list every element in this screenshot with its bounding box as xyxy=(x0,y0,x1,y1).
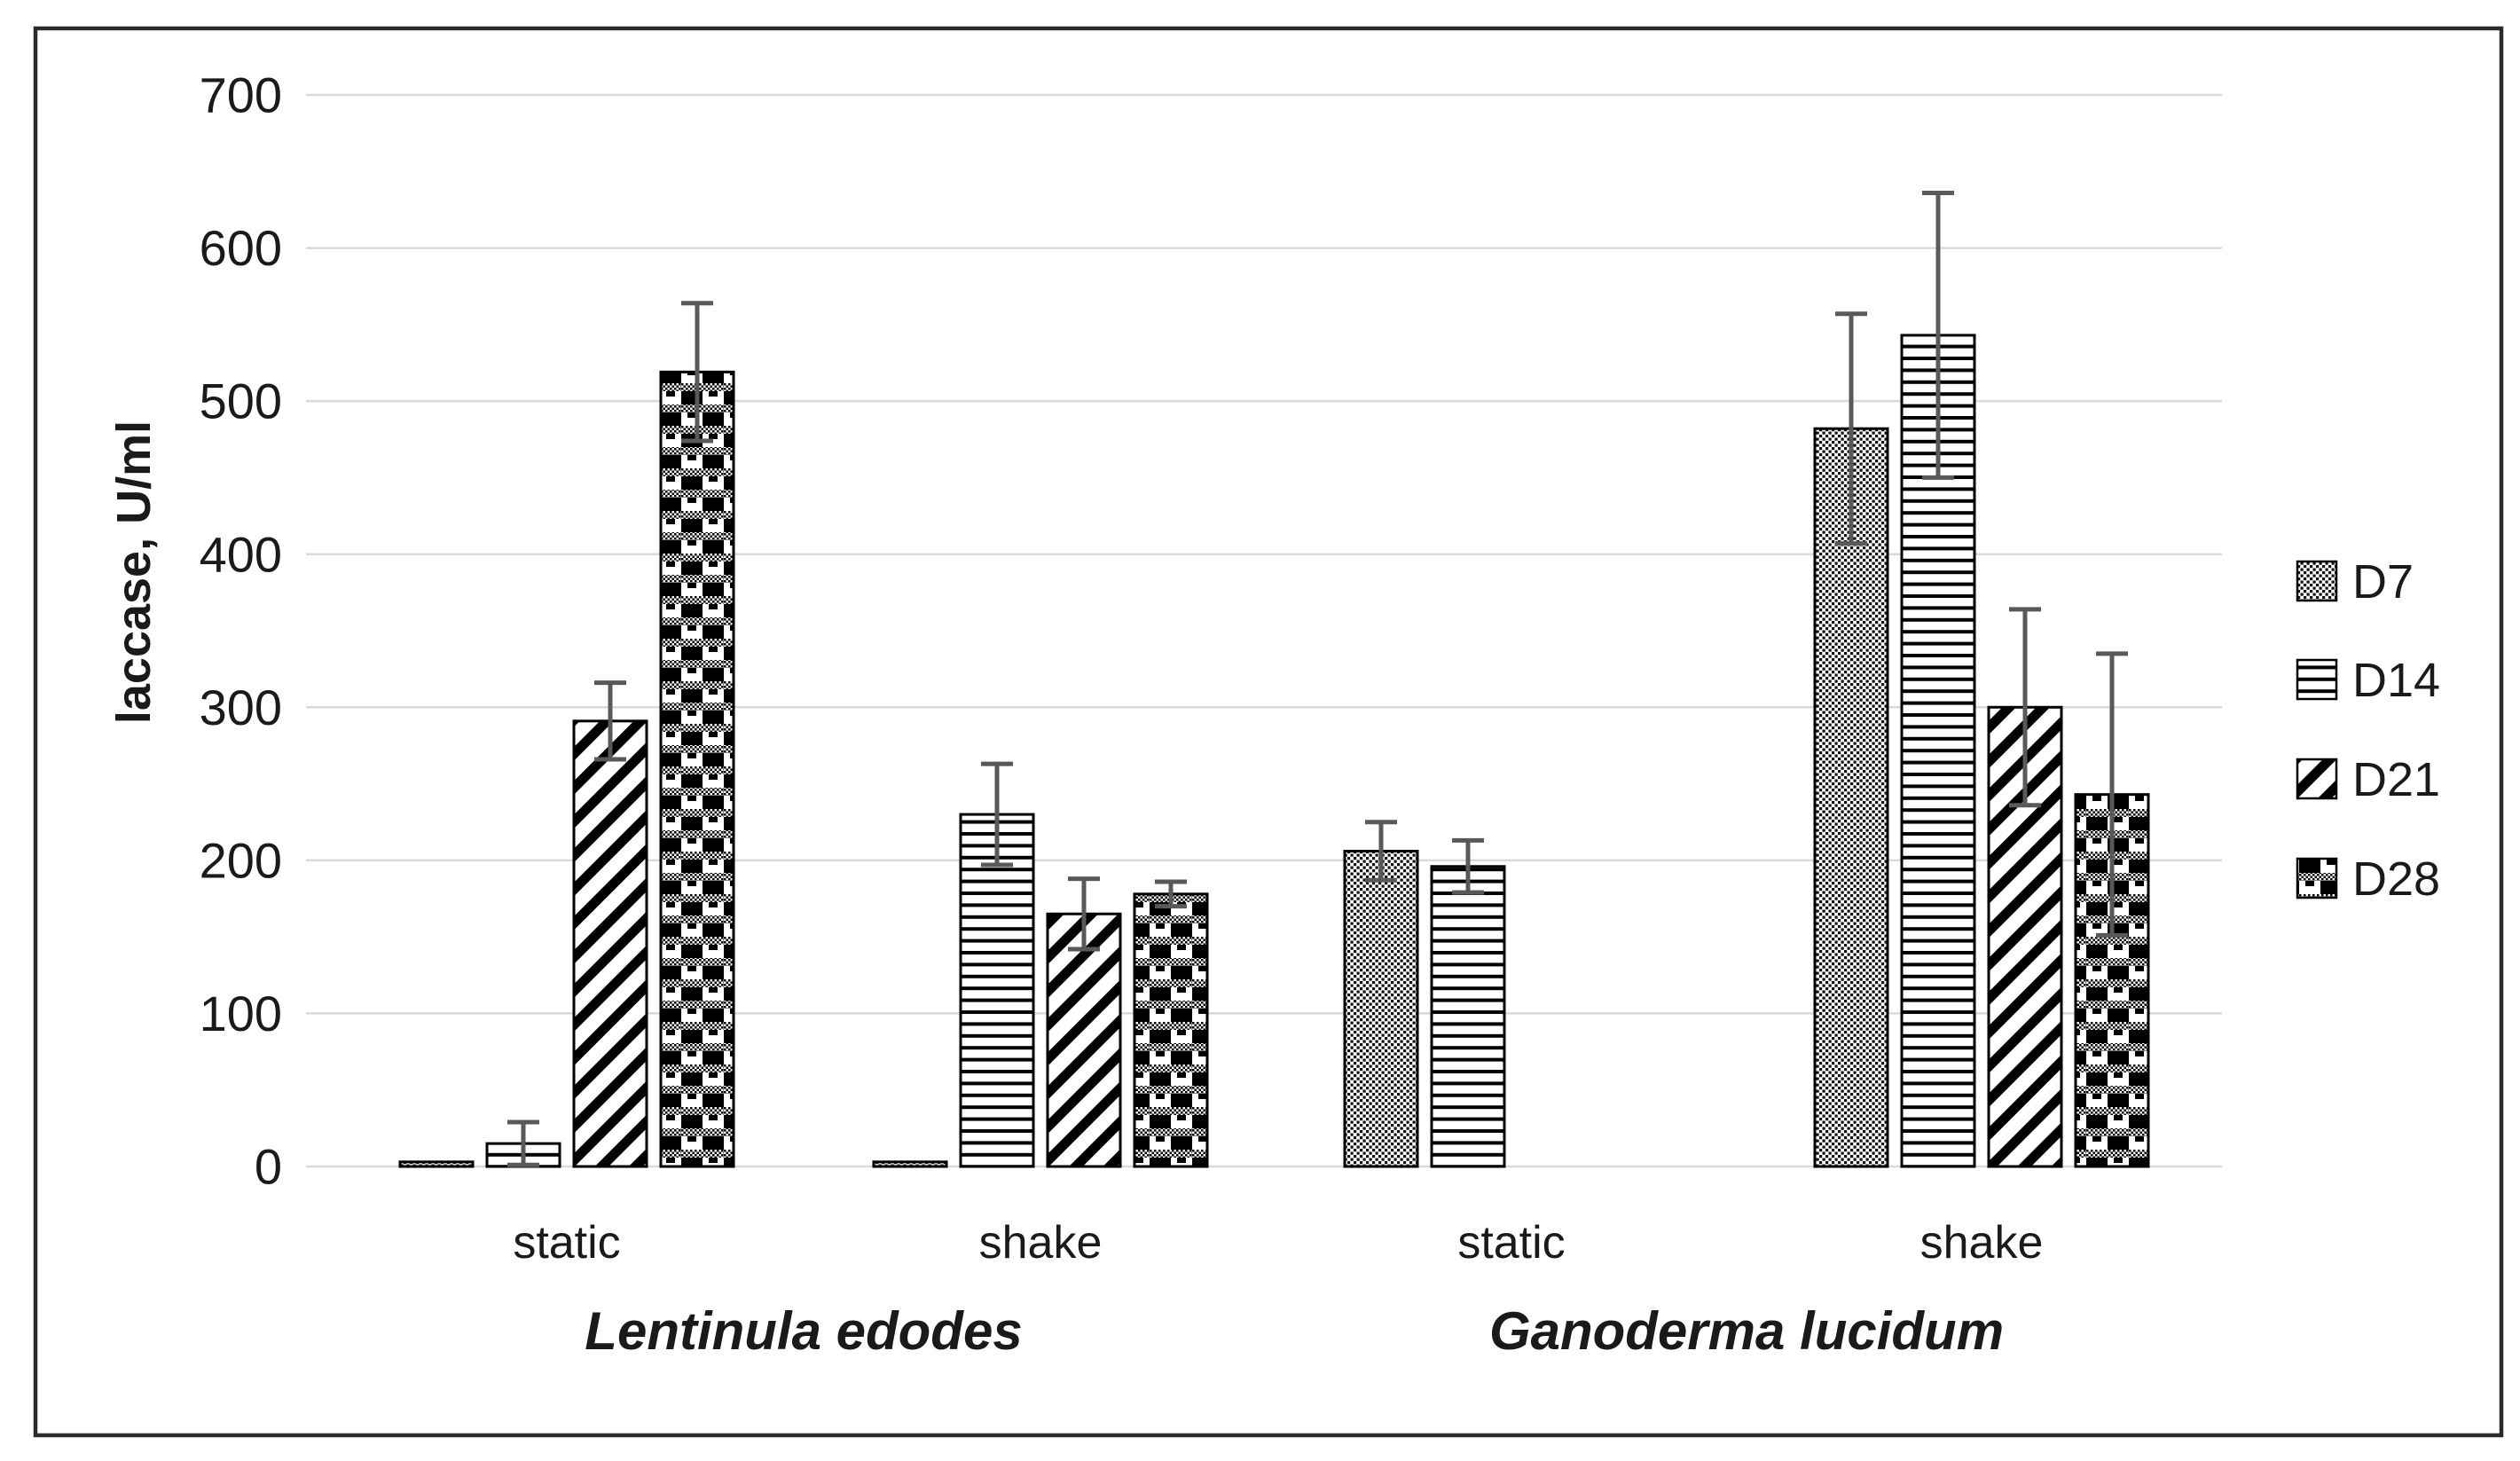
legend-label-D7: D7 xyxy=(2352,555,2414,609)
legend-group: D7 D14 D21 D28 xyxy=(2296,555,2440,906)
y-tick-label-300: 300 xyxy=(200,679,282,735)
x-category-labels-group: static shake static shake xyxy=(513,1217,2043,1269)
legend-swatch-D21 xyxy=(2296,758,2338,800)
bar-static-0-D7 xyxy=(398,1160,475,1168)
y-tick-label-100: 100 xyxy=(200,986,282,1041)
bar-static-0-D28 xyxy=(659,370,735,1168)
y-tick-label-0: 0 xyxy=(255,1139,282,1195)
species-labels-group: Lentinula edodes Ganoderma lucidum xyxy=(585,1301,2004,1361)
legend-swatch-D28 xyxy=(2296,857,2338,899)
legend-label-D14: D14 xyxy=(2352,654,2440,707)
bar-shake-3-D7 xyxy=(1813,427,1889,1168)
legend-swatch-D14 xyxy=(2296,658,2338,701)
y-tick-label-400: 400 xyxy=(200,526,282,582)
bar-shake-1-D28 xyxy=(1133,892,1209,1168)
y-tick-label-200: 200 xyxy=(200,832,282,888)
bar-static-2-D14 xyxy=(1430,865,1506,1168)
species-label-1: Ganoderma lucidum xyxy=(1489,1301,2004,1361)
bar-static-0-D21 xyxy=(572,719,648,1168)
y-tick-labels-group: 0 100 200 300 400 500 600 700 xyxy=(200,67,282,1195)
bars-group xyxy=(398,334,2150,1168)
bar-shake-1-D7 xyxy=(872,1160,948,1168)
error-bars-group xyxy=(507,190,2128,1167)
bar-shake-1-D14 xyxy=(959,813,1035,1168)
species-label-0: Lentinula edodes xyxy=(585,1301,1022,1361)
x-category-label-1: shake xyxy=(979,1217,1103,1269)
bar-shake-1-D21 xyxy=(1046,912,1122,1168)
x-category-label-0: static xyxy=(513,1217,620,1269)
x-category-label-3: shake xyxy=(1920,1217,2044,1269)
legend-label-D21: D21 xyxy=(2352,753,2440,806)
figure-border xyxy=(33,26,2504,1438)
legend-label-D28: D28 xyxy=(2352,852,2440,906)
y-axis-title: laccase, U/ml xyxy=(107,420,161,724)
legend-swatch-D7 xyxy=(2296,560,2338,602)
y-tick-label-500: 500 xyxy=(200,373,282,429)
y-tick-label-600: 600 xyxy=(200,220,282,276)
x-category-label-2: static xyxy=(1457,1217,1565,1269)
bar-static-2-D7 xyxy=(1343,850,1419,1168)
y-tick-label-700: 700 xyxy=(200,67,282,123)
